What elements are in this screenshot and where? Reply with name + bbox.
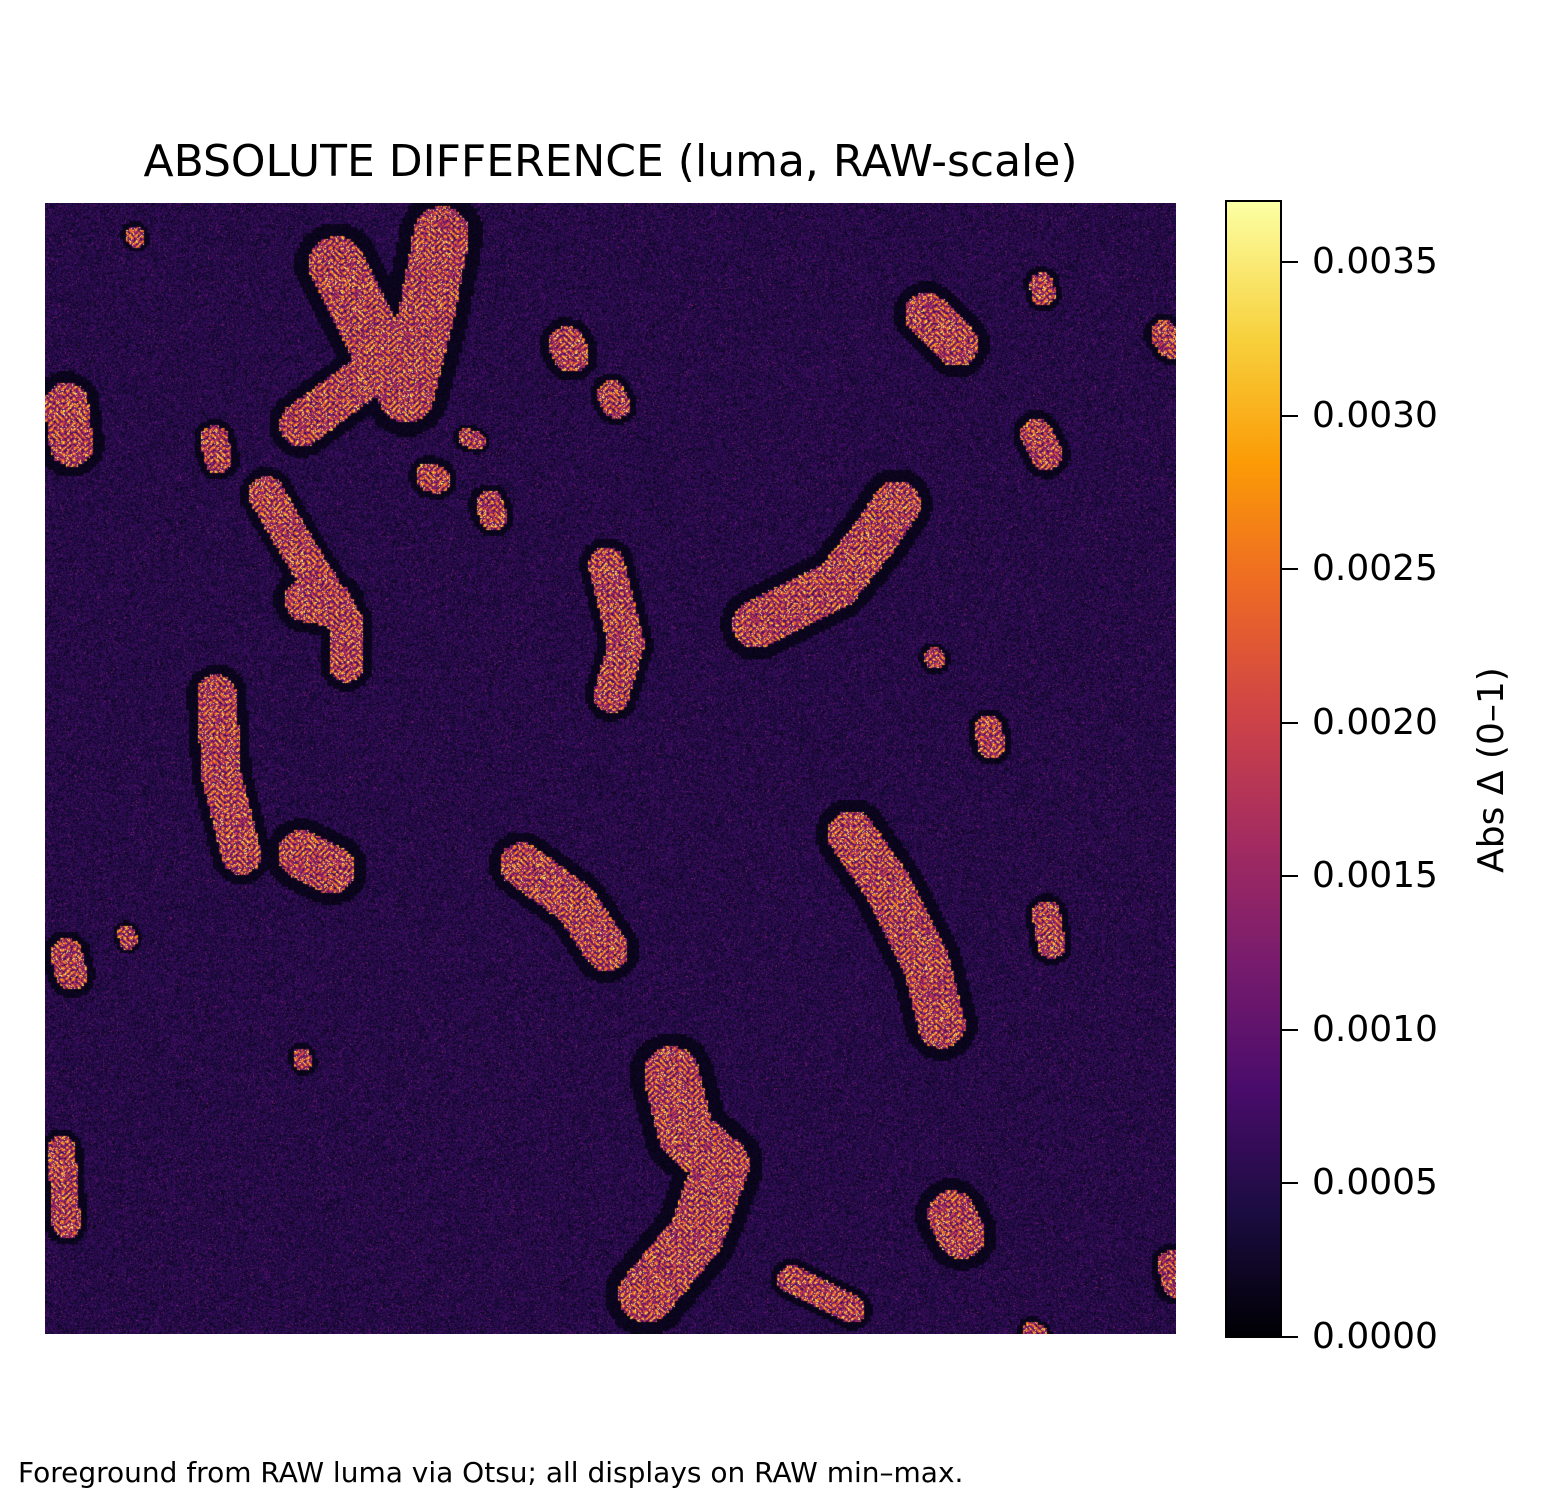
colorbar-tick-label: 0.0035	[1312, 241, 1438, 283]
colorbar-tick-mark	[1282, 1336, 1298, 1338]
chart-title: ABSOLUTE DIFFERENCE (luma, RAW-scale)	[143, 136, 1078, 187]
colorbar-tick-mark	[1282, 875, 1298, 878]
colorbar-tick-mark	[1282, 1182, 1298, 1185]
colorbar-tick: 0.0000	[1282, 1317, 1482, 1357]
colorbar-tick: 0.0010	[1282, 1008, 1482, 1050]
colorbar-tick: 0.0025	[1282, 549, 1482, 589]
colorbar-tick-mark	[1282, 414, 1298, 417]
colorbar-tick-label: 0.0020	[1312, 701, 1438, 743]
colorbar-tick: 0.0035	[1282, 242, 1482, 282]
colorbar-tick-label: 0.0000	[1312, 1316, 1438, 1357]
colorbar-tick-label: 0.0025	[1312, 548, 1438, 590]
colorbar-label: Abs Δ (0–1)	[1471, 667, 1512, 873]
colorbar-tick-mark	[1282, 568, 1298, 571]
colorbar-tick: 0.0030	[1282, 394, 1482, 436]
colorbar-tick: 0.0015	[1282, 856, 1482, 896]
colorbar-tick-label: 0.0005	[1312, 1162, 1438, 1204]
colorbar-tick-label: 0.0030	[1312, 394, 1438, 436]
colorbar-tick-mark	[1282, 721, 1298, 724]
colorbar	[1225, 200, 1282, 1338]
colorbar-tick-label: 0.0010	[1312, 1008, 1438, 1050]
colorbar-tick: 0.0020	[1282, 701, 1482, 743]
difference-heatmap	[45, 203, 1176, 1334]
colorbar-tick-label: 0.0015	[1312, 855, 1438, 897]
footnote: Foreground from RAW luma via Otsu; all d…	[18, 1456, 964, 1489]
colorbar-tick-mark	[1282, 1028, 1298, 1031]
colorbar-tick: 0.0005	[1282, 1163, 1482, 1203]
colorbar-tick-mark	[1282, 261, 1298, 264]
colorbar-ticks: 0.0000 0.0005 0.0010 0.0015 0.0020 0.0025 0.00…	[1282, 0, 1542, 1500]
